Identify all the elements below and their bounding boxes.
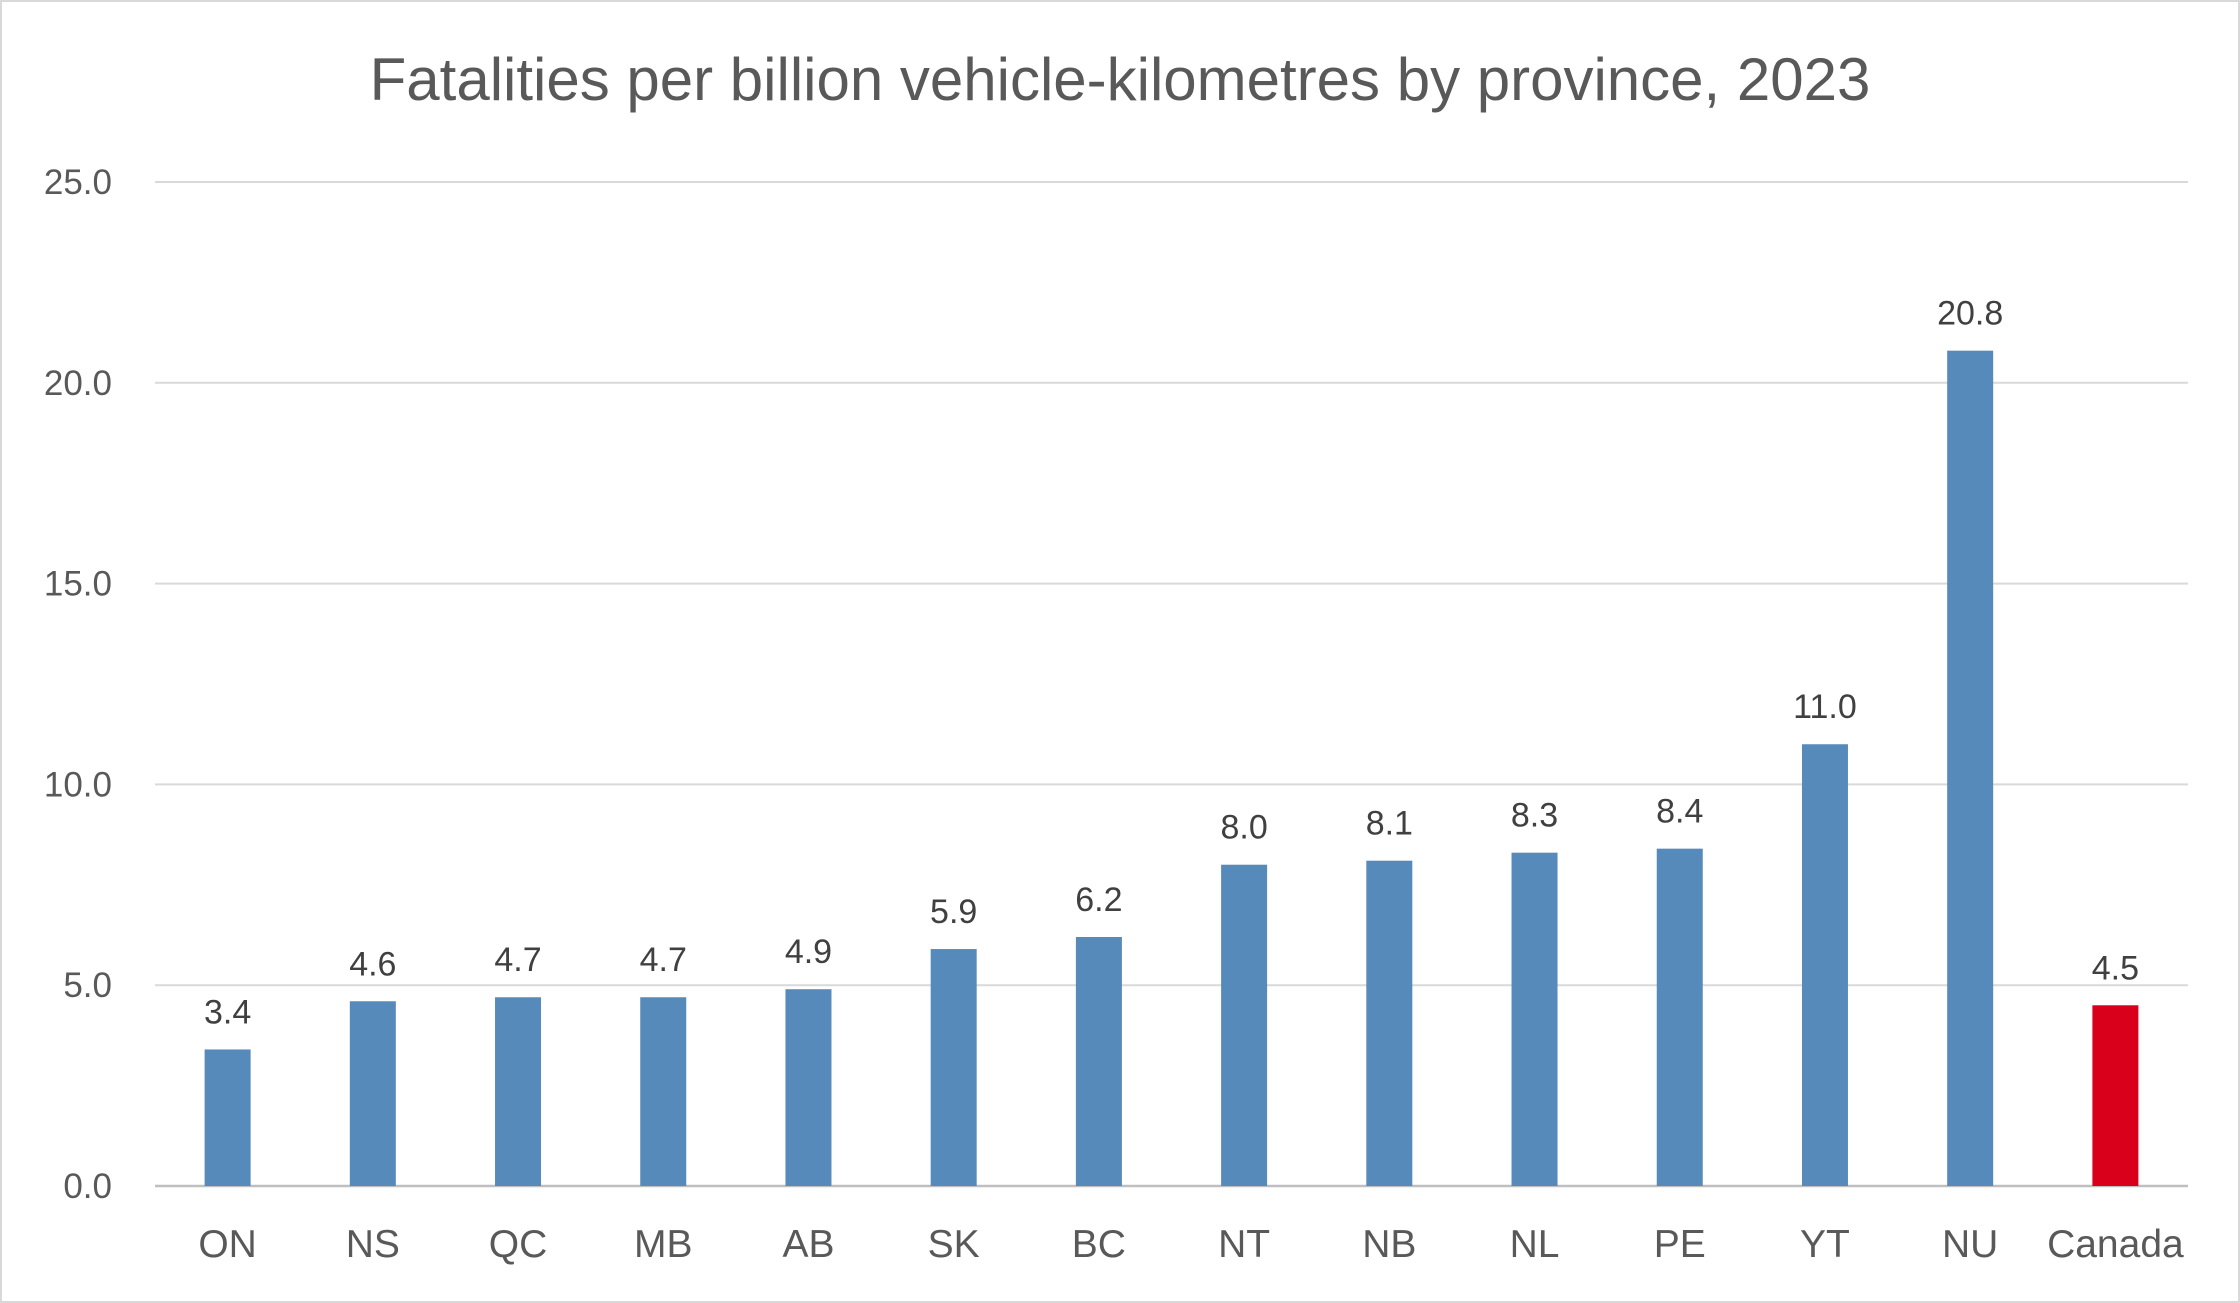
bar-canada [2092,1005,2139,1186]
bar-bc [1075,937,1122,1186]
data-label-ns: 4.6 [349,945,396,983]
data-label-yt: 11.0 [1793,688,1857,726]
data-labels: 3.4 4.6 4.7 4.7 4.9 5.9 6.2 8.0 8.1 8.3 8.4 11.0 20.… [204,295,2139,1032]
bar-qc [495,997,542,1186]
x-tick-label: NB [1362,1223,1416,1266]
bar-mb [640,997,687,1186]
data-label-nu: 20.8 [1937,295,2003,333]
data-label-qc: 4.7 [494,941,541,979]
x-tick-label: QC [489,1223,548,1266]
data-label-bc: 6.2 [1075,881,1122,919]
data-label-on: 3.4 [204,993,251,1031]
chart-title: Fatalities per billion vehicle-kilometre… [370,46,1871,113]
x-tick-label: AB [782,1223,834,1266]
data-label-nb: 8.1 [1366,805,1413,843]
y-tick-label: 0.0 [63,1167,112,1206]
x-tick-label: SK [928,1223,980,1266]
x-tick-label: PE [1654,1223,1706,1266]
y-axis-ticks: 0.0 5.0 10.0 15.0 20.0 25.0 [44,163,112,1206]
y-tick-label: 25.0 [44,163,112,202]
x-axis-ticks: ON NS QC MB AB SK BC NT NB NL PE YT NU Canada [198,1223,2184,1266]
bars [204,350,2139,1186]
bar-pe [1656,848,1703,1186]
bar-on [204,1049,251,1186]
x-tick-label: NL [1510,1223,1560,1266]
data-label-pe: 8.4 [1656,793,1703,831]
bar-nt [1221,864,1268,1186]
y-tick-label: 5.0 [63,966,112,1005]
data-label-canada: 4.5 [2092,949,2139,987]
data-label-nt: 8.0 [1220,809,1267,847]
bar-nu [1947,350,1994,1186]
bar-ab [785,989,832,1186]
x-tick-label: MB [634,1223,693,1266]
x-tick-label: YT [1800,1223,1850,1266]
data-label-mb: 4.7 [640,941,687,979]
x-tick-label: NU [1942,1223,1998,1266]
data-label-ab: 4.9 [785,933,832,971]
x-tick-label: ON [198,1223,257,1266]
bar-sk [930,949,977,1186]
y-tick-label: 15.0 [44,565,112,604]
x-tick-label: NS [346,1223,400,1266]
bar-nb [1366,860,1413,1186]
data-label-sk: 5.9 [930,893,977,931]
bar-ns [349,1001,396,1186]
x-tick-label: BC [1072,1223,1126,1266]
bar-yt [1801,744,1848,1186]
data-label-nl: 8.3 [1511,797,1558,835]
y-tick-label: 10.0 [44,765,112,804]
y-tick-label: 20.0 [44,364,112,403]
bar-nl [1511,852,1558,1186]
x-tick-label: NT [1218,1223,1270,1266]
gridlines [155,181,2188,1188]
x-tick-label: Canada [2047,1223,2184,1266]
